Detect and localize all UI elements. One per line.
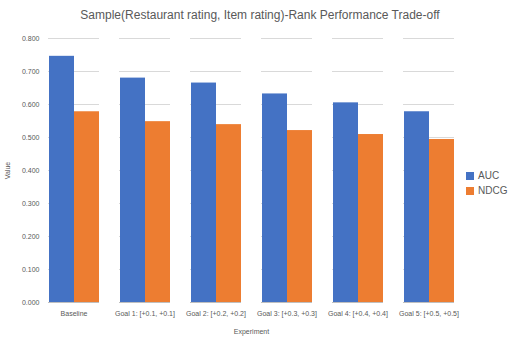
- svg-text:Baseline: Baseline: [61, 310, 88, 317]
- svg-text:Goal 3: [+0.3, +0.3]: Goal 3: [+0.3, +0.3]: [257, 310, 317, 318]
- svg-text:0.200: 0.200: [22, 233, 40, 240]
- svg-text:0.100: 0.100: [22, 266, 40, 273]
- svg-text:0.700: 0.700: [22, 68, 40, 75]
- svg-text:0.300: 0.300: [22, 200, 40, 207]
- svg-text:Goal 2: [+0.2, +0.2]: Goal 2: [+0.2, +0.2]: [186, 310, 246, 318]
- svg-text:Goal 1: [+0.1, +0.1]: Goal 1: [+0.1, +0.1]: [115, 310, 175, 318]
- html-text:Sample(Restaurant rating, Item: Sample(Restaurant rating, Item rating)-R…: [80, 8, 440, 22]
- html-text:NDCG: NDCG: [478, 185, 508, 196]
- svg-text:0.000: 0.000: [22, 299, 40, 306]
- html-text:AUC: AUC: [478, 170, 500, 181]
- svg-text:0.800: 0.800: [22, 35, 40, 42]
- svg-text:Goal 4: [+0.4, +0.4]: Goal 4: [+0.4, +0.4]: [328, 310, 388, 318]
- svg-text:0.600: 0.600: [22, 101, 40, 108]
- svg-text:0.400: 0.400: [22, 167, 40, 174]
- svg-text:Experiment: Experiment: [234, 328, 269, 336]
- svg-text:0.500: 0.500: [22, 134, 40, 141]
- svg-text:Goal 5: [+0.5, +0.5]: Goal 5: [+0.5, +0.5]: [399, 310, 459, 318]
- svg-text:Value: Value: [4, 162, 11, 179]
